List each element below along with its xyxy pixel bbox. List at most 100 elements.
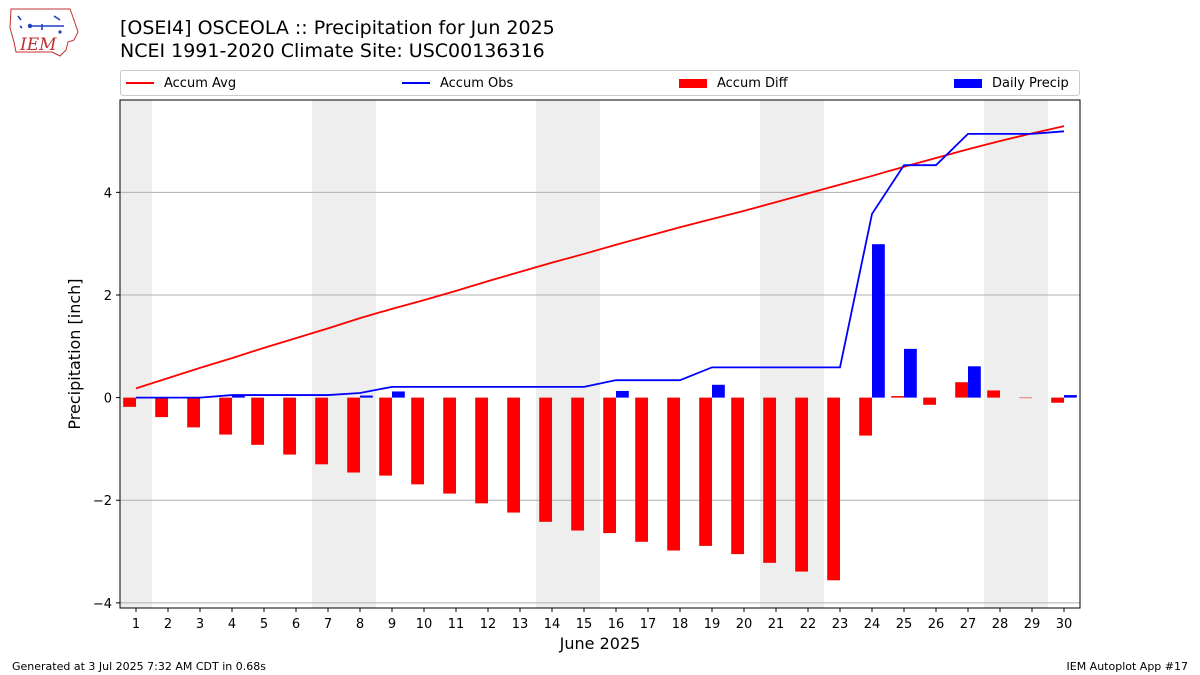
x-tick-label: 27	[960, 617, 977, 632]
x-axis-label: June 2025	[559, 634, 641, 653]
accum-diff-bar-day-5	[251, 397, 264, 445]
legend-label-accum-diff: Accum Diff	[717, 75, 788, 91]
legend-item-accum-avg: Accum Avg	[126, 71, 236, 95]
legend-swatch-accum-obs	[402, 82, 430, 84]
x-tick-label: 13	[512, 617, 529, 632]
accum-diff-bar-day-4	[219, 397, 232, 435]
accum-diff-bar-day-28	[987, 390, 1000, 398]
accum-diff-bar-day-19	[699, 397, 712, 546]
legend-swatch-accum-avg	[126, 82, 154, 84]
x-tick-label: 6	[292, 617, 300, 632]
x-tick-label: 8	[356, 617, 364, 632]
daily-precip-bar-day-24	[872, 244, 885, 398]
accum-diff-bar-day-1	[123, 397, 136, 407]
daily-precip-bar-day-8	[360, 395, 373, 398]
accum-diff-bar-day-11	[443, 397, 456, 494]
accum-diff-bar-day-8	[347, 397, 360, 473]
x-tick-label: 12	[480, 617, 497, 632]
accum-diff-bar-day-2	[155, 397, 168, 418]
accum-diff-bar-day-3	[187, 397, 200, 428]
accum-diff-bar-day-12	[475, 397, 488, 504]
accum-diff-bar-day-27	[955, 382, 968, 398]
y-tick-label: 0	[104, 392, 112, 407]
grid-lines	[120, 191, 1080, 604]
legend-label-daily-precip: Daily Precip	[992, 75, 1069, 91]
accum-diff-bar-day-15	[571, 397, 584, 531]
legend-item-daily-precip: Daily Precip	[954, 71, 1069, 95]
accum-diff-bar-day-13	[507, 397, 520, 513]
x-tick-label: 23	[832, 617, 849, 632]
x-tick-label: 2	[164, 617, 172, 632]
weekend-shade-day-28	[984, 100, 1016, 608]
daily-precip-bar-day-25	[904, 348, 917, 398]
x-tick-label: 9	[388, 617, 396, 632]
logo-text: IEM	[19, 35, 57, 55]
y-tick-label: −2	[93, 494, 112, 509]
accum-obs-line	[136, 130, 1065, 399]
accum-diff-bar-day-23	[827, 397, 840, 581]
x-tick-label: 10	[416, 617, 433, 632]
x-tick-label: 15	[576, 617, 593, 632]
accum-diff-bar-day-22	[795, 397, 808, 572]
weekend-shade-day-15	[568, 100, 600, 608]
accum-diff-bar-day-29	[1019, 397, 1032, 399]
accum-diff-bar-day-10	[411, 397, 424, 485]
x-tick-label: 3	[196, 617, 204, 632]
app-credit: IEM Autoplot App #17	[1066, 660, 1189, 673]
plot-frame	[119, 99, 1081, 609]
accum-diff-bar-day-14	[539, 397, 552, 522]
daily-precip-bar-day-19	[712, 384, 725, 398]
x-tick-label: 4	[228, 617, 236, 632]
iem-logo: IEM	[8, 6, 80, 62]
weekend-shade-day-7	[312, 100, 344, 608]
x-tick-label: 21	[768, 617, 785, 632]
weekend-shade-day-8	[344, 100, 376, 608]
x-tick-label: 18	[672, 617, 689, 632]
bars	[123, 244, 1077, 581]
y-tick-label: −4	[93, 597, 112, 612]
x-tick-label: 26	[928, 617, 945, 632]
accum-diff-bar-day-25	[891, 396, 904, 398]
accum-diff-bar-day-7	[315, 397, 328, 465]
x-tick-label: 1	[132, 617, 140, 632]
y-tick-label: 4	[104, 186, 112, 201]
accum-diff-bar-day-20	[731, 397, 744, 555]
daily-precip-bar-day-4	[232, 395, 245, 398]
x-tick-label: 5	[260, 617, 268, 632]
legend-swatch-accum-diff	[679, 78, 707, 88]
legend-item-accum-diff: Accum Diff	[679, 71, 788, 95]
y-tick-label: 2	[104, 289, 112, 304]
accum-diff-bar-day-6	[283, 397, 296, 455]
legend-item-accum-obs: Accum Obs	[402, 71, 513, 95]
series-lines	[135, 125, 1065, 399]
weekend-shade-day-1	[120, 100, 152, 608]
x-tick-label: 25	[896, 617, 913, 632]
accum-diff-bar-day-24	[859, 397, 872, 436]
x-tick-label: 17	[640, 617, 657, 632]
x-tick-label: 11	[448, 617, 465, 632]
daily-precip-bar-day-9	[392, 391, 405, 398]
accum-diff-bar-day-18	[667, 397, 680, 551]
x-tick-label: 7	[324, 617, 332, 632]
x-tick-label: 22	[800, 617, 817, 632]
x-tick-label: 24	[864, 617, 881, 632]
accum-diff-bar-day-16	[603, 397, 616, 534]
x-tick-label: 20	[736, 617, 753, 632]
daily-precip-bar-day-27	[968, 366, 981, 398]
accum-diff-bar-day-21	[763, 397, 776, 563]
accum-diff-bar-day-26	[923, 397, 936, 405]
accum-diff-bar-day-9	[379, 397, 392, 476]
x-tick-label: 30	[1056, 617, 1073, 632]
daily-precip-bar-day-16	[616, 390, 629, 398]
legend-label-accum-avg: Accum Avg	[164, 75, 237, 91]
legend-label-accum-obs: Accum Obs	[440, 75, 514, 91]
x-tick-label: 16	[608, 617, 625, 632]
legend-swatch-daily-precip	[954, 78, 982, 88]
weekend-shade-day-29	[1016, 100, 1048, 608]
chart-subtitle: NCEI 1991-2020 Climate Site: USC00136316	[120, 40, 545, 62]
x-tick-label: 14	[544, 617, 561, 632]
x-tick-label: 19	[704, 617, 721, 632]
accum-diff-bar-day-17	[635, 397, 648, 542]
